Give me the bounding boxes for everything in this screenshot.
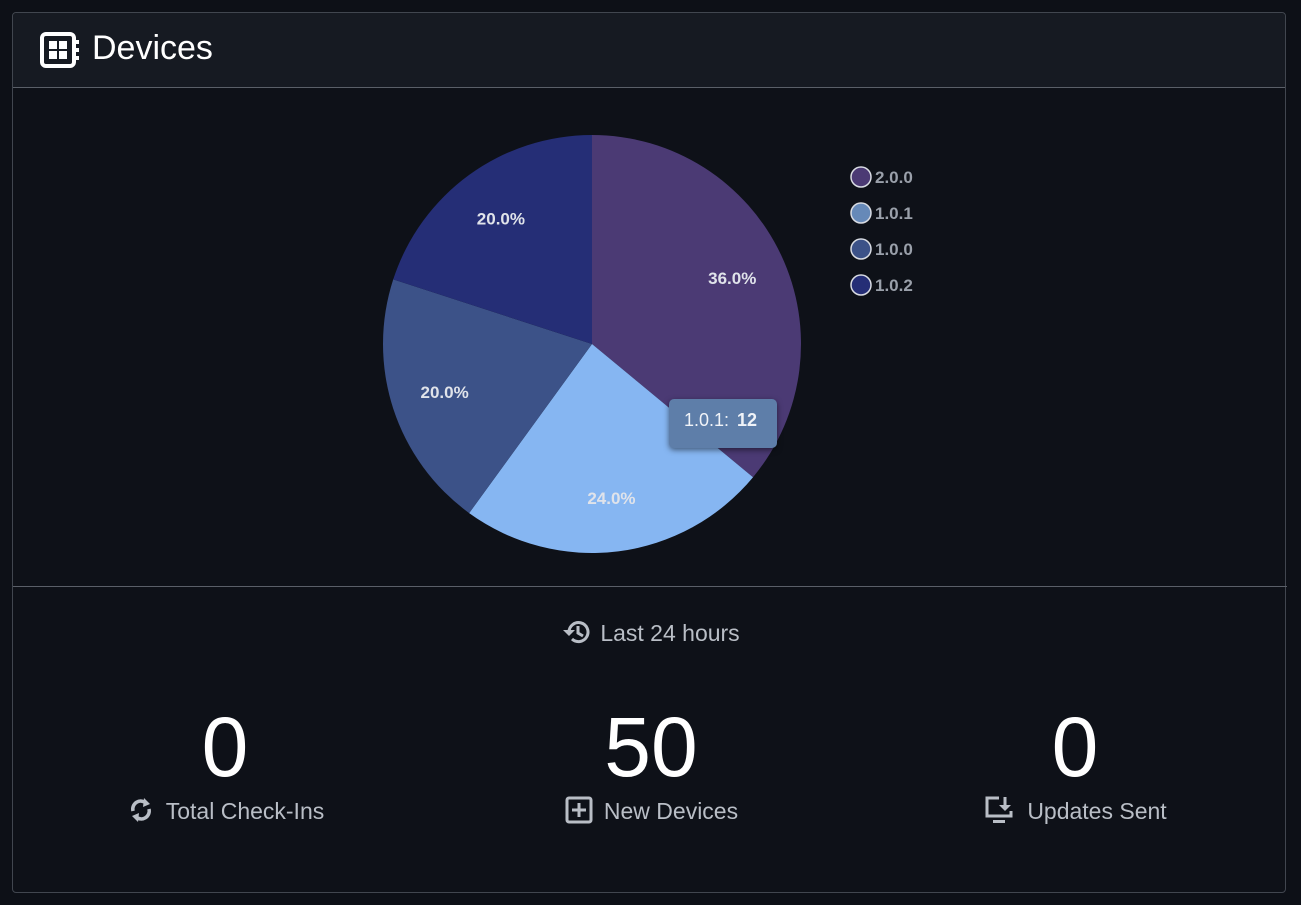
stat-label: New Devices [603,798,739,824]
history-icon [563,621,590,643]
stat-total-check-ins: 0 Total Check-Ins [15,697,435,829]
slice-percent-label: 24.0% [587,489,635,508]
install-desktop-icon [985,796,1013,823]
stat-label: Total Check-Ins [165,798,325,824]
section-divider [13,586,1287,587]
period-label: Last 24 hours [600,620,740,646]
stat-value: 0 [201,700,249,794]
slice-percent-label: 20.0% [477,210,525,229]
slice-percent-label: 36.0% [708,269,756,288]
legend-swatch[interactable] [850,202,872,224]
stat-new-devices: 50 New Devices [441,697,861,829]
legend-swatch[interactable] [850,166,872,188]
stat-value: 50 [604,700,698,794]
pie-slice-1-0-0[interactable] [382,279,592,514]
legend-label[interactable]: 1.0.0 [875,240,913,259]
page-title: Devices [92,29,213,67]
tooltip-value: 12 [737,410,758,430]
pie-slice-1-0-1[interactable] [469,344,754,553]
devices-card: Devices 36.0% 24.0% 20.0% 20.0% 2.0.0 1.0.1 1… [12,12,1287,893]
sync-icon [130,797,151,822]
pie-slice-1-0-2[interactable] [393,134,592,344]
stat-label: Updates Sent [1027,798,1167,824]
chart-tooltip: 1.0.1: 12 [669,399,777,448]
legend-swatch[interactable] [850,274,872,296]
card-header: Devices [13,13,1285,88]
legend-label[interactable]: 2.0.0 [875,168,913,187]
slice-percent-label: 20.0% [420,383,468,402]
legend-label[interactable]: 1.0.2 [875,276,913,295]
add-box-icon [565,796,593,824]
device-board-icon [40,32,79,68]
stat-value: 0 [1051,700,1099,794]
tooltip-label: 1.0.1: [684,410,730,430]
pie-chart-svg: 36.0% 24.0% 20.0% 20.0% 2.0.0 1.0.1 1.0.0 1.0.… [382,134,913,553]
legend-label[interactable]: 1.0.1 [875,204,913,223]
stat-updates-sent: 0 Updates Sent [865,697,1285,829]
pie-slice-2-0-0[interactable] [592,135,801,478]
period-heading: Last 24 hours [13,617,1287,649]
stat-label-row: Updates Sent [865,795,1285,829]
legend-swatch[interactable] [850,238,872,260]
stat-label-row: New Devices [441,795,861,829]
version-pie-chart: 36.0% 24.0% 20.0% 20.0% 2.0.0 1.0.1 1.0.0 1.0.… [13,88,1287,586]
stat-label-row: Total Check-Ins [15,795,435,829]
